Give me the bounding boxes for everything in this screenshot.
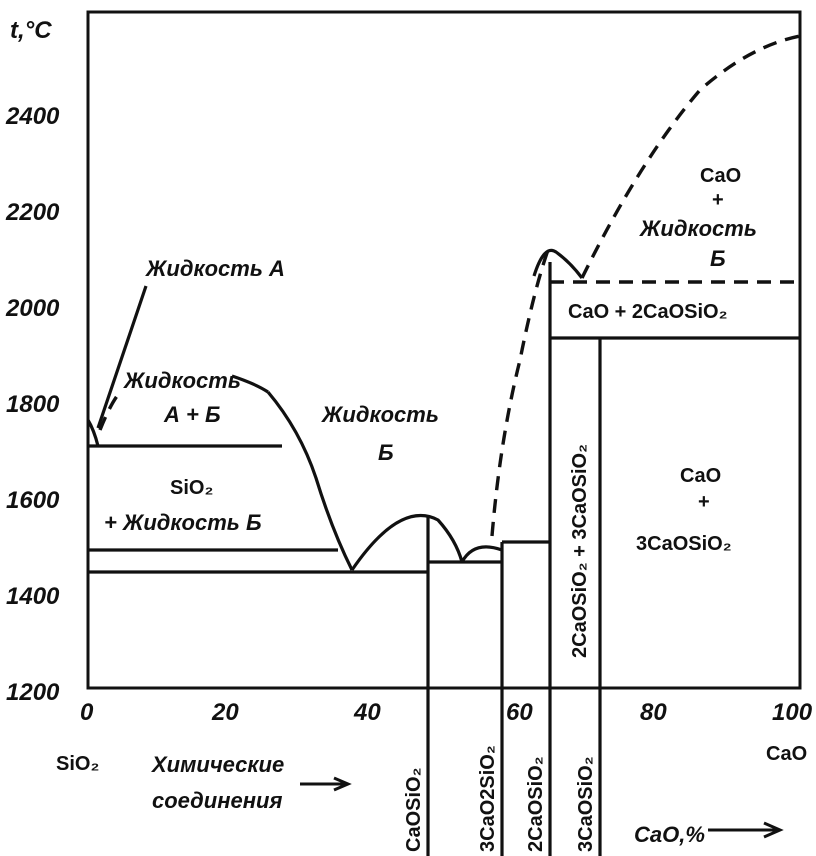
- label-cao-liquid-2: +: [712, 189, 724, 211]
- label-liquid-b-2: Б: [378, 440, 394, 465]
- compound-labels: CaOSiO₂ 3CaO2SiO₂ 2CaOSiO₂ 3CaOSiO₂: [403, 745, 597, 852]
- liquidus-miscibility-top: [231, 374, 269, 394]
- plot-frame: [86, 10, 802, 690]
- label-cao-liquid-3: Жидкость: [639, 216, 757, 241]
- compound-label-2caosio2: 2CaOSiO₂: [525, 756, 547, 852]
- y-tick-2000: 2000: [5, 295, 60, 322]
- isotherms: [88, 280, 800, 574]
- label-cao-3caosio2-1: CaO: [680, 465, 721, 487]
- liquidus-sio2-right: [266, 390, 354, 571]
- liquidus-miscibility-left: [98, 388, 124, 431]
- compound-lines: [426, 262, 602, 856]
- label-liquid-a-b-2: А + Б: [163, 402, 221, 427]
- liquid-a-pointer: [96, 285, 148, 429]
- x-tick-80: 80: [640, 699, 667, 726]
- liquidus-wollastonite-dome: [350, 514, 464, 571]
- label-liquid-a-b-1: Жидкость: [123, 368, 241, 393]
- label-sio2-liquid-2: + Жидкость Б: [104, 510, 262, 535]
- compound-label-3cao2sio2: 3CaO2SiO₂: [477, 745, 499, 852]
- liquidus-sio2-left: [86, 419, 100, 447]
- label-cao-3caosio2-2: +: [698, 491, 710, 513]
- compounds-arrow: [300, 776, 352, 792]
- x-tick-20: 20: [211, 699, 239, 726]
- left-component-label: SiO₂: [56, 753, 99, 775]
- label-sio2-liquid-1: SiO₂: [170, 477, 213, 499]
- liquidus-c2s-left: [490, 249, 550, 537]
- compound-label-caosio2: CaOSiO₂: [403, 768, 425, 852]
- liquidus-rankinite: [460, 545, 503, 563]
- right-component-label: CaO: [766, 743, 807, 765]
- compounds-caption-line1: Химические: [150, 752, 284, 777]
- unit-arrow: [708, 821, 784, 839]
- compounds-caption-line2: соединения: [152, 788, 282, 813]
- label-liquid-b-1: Жидкость: [321, 402, 439, 427]
- label-cao-3caosio2-3: 3CaOSiO₂: [636, 533, 732, 555]
- region-labels: Жидкость А Жидкость А + Б Жидкость Б SiO…: [104, 165, 757, 658]
- label-2caosio2-3caosio2: 2CaOSiO₂ + 3CaOSiO₂: [569, 444, 591, 658]
- liquidus-c2s-peak: [532, 248, 584, 279]
- x-axis-unit: CaO,%: [634, 822, 705, 847]
- label-cao-2caosio2: CaO + 2CaOSiO₂: [568, 301, 728, 323]
- y-tick-1200: 1200: [6, 679, 60, 706]
- x-tick-40: 40: [353, 699, 381, 726]
- y-tick-2200: 2200: [5, 199, 60, 226]
- compound-label-3caosio2: 3CaOSiO₂: [575, 756, 597, 852]
- x-tick-60: 60: [506, 699, 533, 726]
- liquidus-curves: [86, 34, 801, 571]
- liquidus-cao: [580, 34, 801, 279]
- x-tick-100: 100: [772, 699, 813, 726]
- y-axis-title: t,°C: [10, 17, 52, 44]
- label-cao-liquid-1: CaO: [700, 165, 741, 187]
- label-cao-liquid-4: Б: [710, 246, 726, 271]
- y-tick-1800: 1800: [6, 391, 60, 418]
- y-tick-1400: 1400: [6, 583, 60, 610]
- x-axis: 0 20 40 60 80 100 SiO₂ CaO Химические со…: [56, 699, 813, 847]
- y-tick-2400: 2400: [5, 103, 60, 130]
- x-tick-0: 0: [80, 699, 94, 726]
- y-axis: t,°C 2400 2200 2000 1800 1600 1400 1200: [5, 17, 60, 706]
- y-tick-1600: 1600: [6, 487, 60, 514]
- label-liquid-a: Жидкость А: [145, 256, 285, 281]
